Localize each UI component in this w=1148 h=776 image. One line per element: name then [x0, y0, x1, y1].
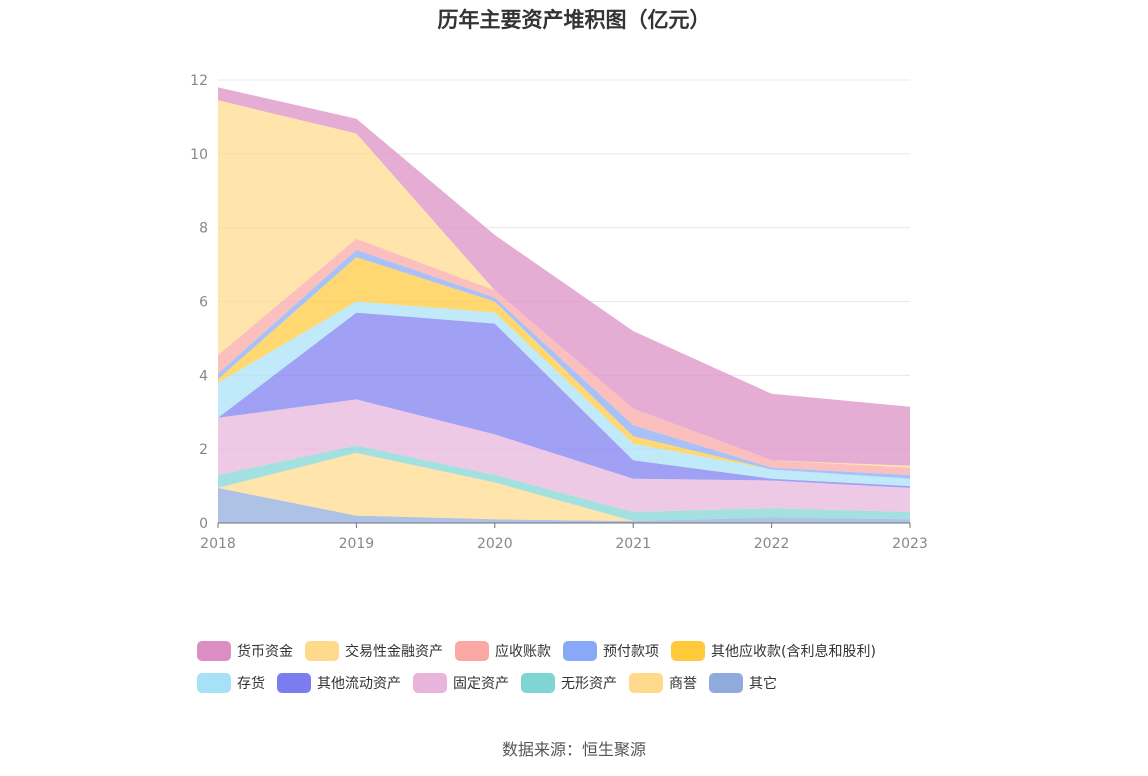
legend-swatch: [413, 673, 447, 693]
legend-item[interactable]: 其它: [709, 672, 777, 694]
legend-swatch: [277, 673, 311, 693]
legend-item[interactable]: 其他应收款(含利息和股利): [671, 640, 876, 662]
legend-item[interactable]: 其他流动资产: [277, 672, 401, 694]
area-series: [218, 238, 910, 476]
x-tick-label: 2020: [477, 536, 513, 552]
legend-label: 其他应收款(含利息和股利): [711, 644, 876, 660]
area-series: [218, 249, 910, 479]
y-tick-label: 4: [199, 368, 208, 384]
x-tick-label: 2023: [892, 536, 928, 552]
legend-swatch: [197, 673, 231, 693]
legend: 货币资金 交易性金融资产 应收账款 预付款项 其他应收款(含利息和股利) 存货 其他流动资…: [197, 640, 997, 704]
legend-item[interactable]: 应收账款: [455, 640, 551, 662]
legend-swatch: [197, 641, 231, 661]
stacked-area-chart: 0 2 4 6 8 10 12 2018 2019 2020 2021 2022 2023: [190, 73, 928, 552]
area-series: [218, 100, 910, 468]
y-tick-label: 12: [190, 73, 208, 89]
legend-label: 预付款项: [603, 644, 659, 660]
area-series: [218, 312, 910, 488]
x-tick-label: 2019: [339, 536, 375, 552]
legend-item[interactable]: 商誉: [629, 672, 697, 694]
axes: 0 2 4 6 8 10 12 2018 2019 2020 2021 2022 2023: [190, 73, 928, 552]
x-tick-label: 2018: [200, 536, 236, 552]
legend-item[interactable]: 无形资产: [521, 672, 617, 694]
legend-swatch: [305, 641, 339, 661]
legend-swatch: [521, 673, 555, 693]
area-series: [218, 87, 910, 466]
legend-label: 固定资产: [453, 676, 509, 692]
legend-swatch: [671, 641, 705, 661]
data-source-note: 数据来源：恒生聚源: [501, 740, 646, 759]
legend-label: 其它: [749, 676, 777, 692]
legend-item[interactable]: 交易性金融资产: [305, 640, 443, 662]
y-tick-label: 8: [199, 221, 208, 237]
area-series: [218, 399, 910, 512]
legend-item[interactable]: 固定资产: [413, 672, 509, 694]
legend-swatch: [629, 673, 663, 693]
legend-label: 货币资金: [237, 644, 293, 660]
y-tick-label: 10: [190, 147, 208, 163]
legend-row: 货币资金 交易性金融资产 应收账款 预付款项 其他应收款(含利息和股利): [197, 640, 997, 662]
chart-title: 历年主要资产堆积图（亿元）: [437, 8, 711, 32]
x-tick-label: 2022: [754, 536, 790, 552]
y-tick-label: 0: [199, 516, 208, 532]
y-tick-label: 2: [199, 442, 208, 458]
legend-swatch: [455, 641, 489, 661]
legend-label: 其他流动资产: [317, 676, 401, 692]
legend-label: 应收账款: [495, 644, 551, 660]
legend-item[interactable]: 货币资金: [197, 640, 293, 662]
legend-row: 存货 其他流动资产 固定资产 无形资产 商誉 其它: [197, 672, 997, 694]
legend-label: 交易性金融资产: [345, 644, 443, 660]
legend-label: 商誉: [669, 676, 697, 692]
legend-item[interactable]: 存货: [197, 672, 265, 694]
area-series: [218, 445, 910, 522]
area-series-layer: [218, 87, 910, 523]
y-tick-label: 6: [199, 295, 208, 311]
legend-label: 存货: [237, 676, 265, 692]
x-tick-label: 2021: [615, 536, 651, 552]
area-series: [218, 487, 910, 523]
legend-label: 无形资产: [561, 676, 617, 692]
area-series: [218, 452, 910, 522]
legend-swatch: [563, 641, 597, 661]
legend-item[interactable]: 预付款项: [563, 640, 659, 662]
legend-swatch: [709, 673, 743, 693]
